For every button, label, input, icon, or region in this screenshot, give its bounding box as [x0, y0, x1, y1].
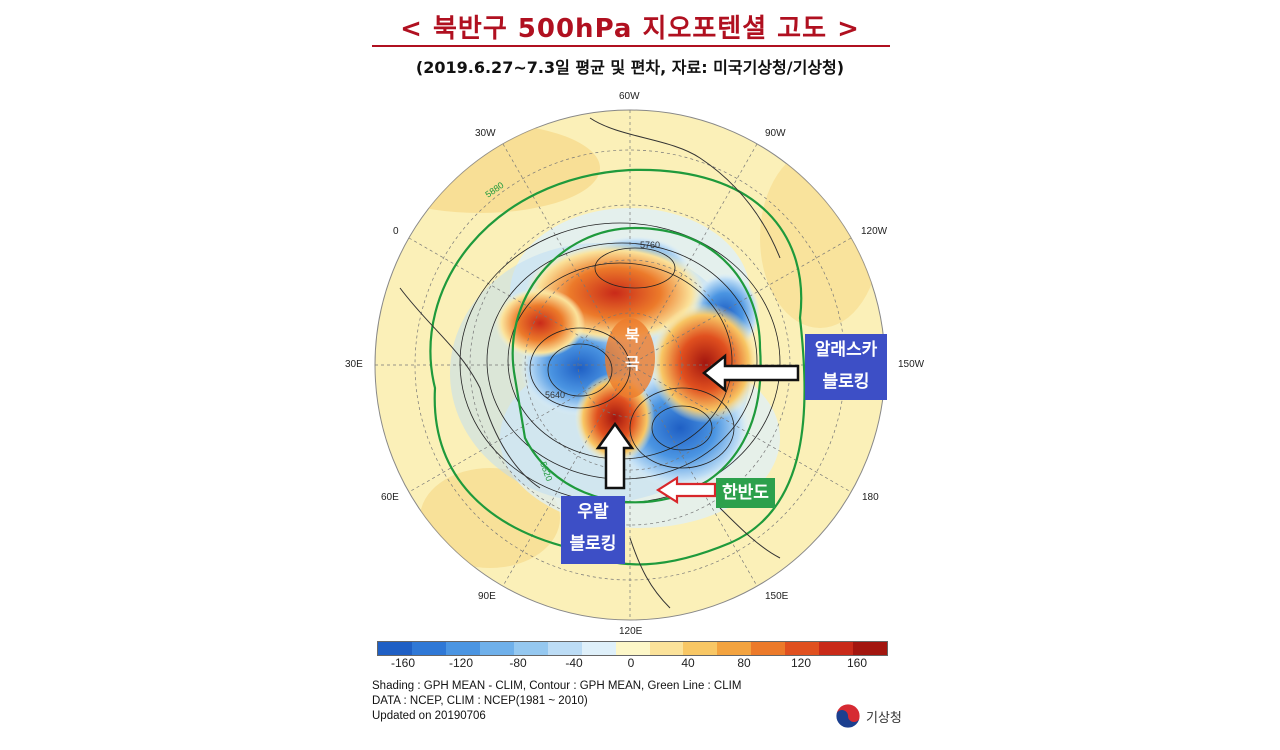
- lon-label-150w: 150W: [898, 359, 925, 370]
- lon-label-30w: 30W: [475, 128, 496, 139]
- lon-label-150e: 150E: [765, 591, 789, 602]
- colorbar-swatch: [513, 642, 548, 655]
- north-pole-label: 북 극: [625, 322, 640, 378]
- colorbar-swatch: [683, 642, 718, 655]
- contour-label-5640: 5640: [545, 390, 565, 400]
- note-shading: Shading : GPH MEAN - CLIM, Contour : GPH…: [372, 680, 742, 692]
- lon-label-180: 180: [862, 492, 879, 503]
- colorbar-tick: 120: [790, 656, 812, 670]
- colorbar-tick: -120: [448, 656, 474, 670]
- callout-alaska-line2: 블로킹: [822, 372, 870, 392]
- colorbar-tick: 160: [846, 656, 868, 670]
- lon-label-30e: 30E: [345, 359, 363, 370]
- page-subtitle: (2019.6.27~7.3일 평균 및 편차, 자료: 미국기상청/기상청): [415, 58, 845, 77]
- arrow-alaska: [702, 353, 800, 393]
- callout-alaska-blocking: 알래스카 블로킹: [805, 334, 887, 400]
- colorbar-tick: -80: [509, 656, 527, 670]
- arrow-korea: [655, 476, 717, 504]
- contour-label-5760: 5760: [640, 240, 660, 250]
- page-title: < 북반구 500hPa 지오포텐셜 고도 >: [400, 14, 860, 44]
- callout-ural-line2: 블로킹: [569, 534, 617, 554]
- colorbar: [377, 641, 888, 656]
- colorbar-swatch: [649, 642, 684, 655]
- colorbar-swatch: [445, 642, 480, 655]
- callout-ural-blocking: 우랄 블로킹: [561, 496, 625, 564]
- callout-korea: 한반도: [716, 478, 775, 508]
- colorbar-swatch: [717, 642, 752, 655]
- colorbar-tick: -40: [565, 656, 583, 670]
- pole-label-line1: 북: [625, 326, 640, 345]
- colorbar-swatch: [378, 642, 412, 655]
- lon-label-90e: 90E: [478, 591, 496, 602]
- title-underline: [372, 45, 890, 47]
- lon-label-0: 0: [393, 226, 399, 237]
- colorbar-tick: 40: [681, 656, 695, 670]
- kma-logo-text: 기상청: [866, 710, 902, 726]
- lon-label-60e: 60E: [381, 492, 399, 503]
- lon-label-120e: 120E: [619, 626, 643, 637]
- data-notes: Shading : GPH MEAN - CLIM, Contour : GPH…: [372, 679, 741, 724]
- colorbar-swatch: [547, 642, 582, 655]
- colorbar-swatch: [615, 642, 650, 655]
- note-data-source: DATA : NCEP, CLIM : NCEP(1981 ~ 2010): [372, 695, 588, 707]
- colorbar-tick: 0: [627, 656, 635, 670]
- colorbar-swatch: [751, 642, 786, 655]
- polar-map: 5880 5760 5820 5640: [374, 109, 886, 621]
- lon-label-60w: 60W: [619, 91, 640, 102]
- pole-label-line2: 극: [625, 354, 640, 373]
- note-updated: Updated on 20190706: [372, 710, 486, 722]
- callout-alaska-line1: 알래스카: [814, 340, 878, 360]
- colorbar-tick: -160: [390, 656, 416, 670]
- colorbar-tick: 80: [737, 656, 751, 670]
- lon-label-120w: 120W: [861, 226, 888, 237]
- callout-ural-line1: 우랄: [577, 502, 609, 522]
- arrow-ural: [595, 421, 635, 490]
- colorbar-swatch: [785, 642, 820, 655]
- colorbar-swatch: [479, 642, 514, 655]
- colorbar-swatch: [819, 642, 854, 655]
- coastlines: [399, 117, 781, 609]
- colorbar-swatch: [581, 642, 616, 655]
- kma-emblem-icon: [835, 703, 861, 729]
- lon-label-90w: 90W: [765, 128, 786, 139]
- kma-logo: 기상청: [835, 703, 902, 729]
- colorbar-swatch: [411, 642, 446, 655]
- colorbar-swatch: [853, 642, 888, 655]
